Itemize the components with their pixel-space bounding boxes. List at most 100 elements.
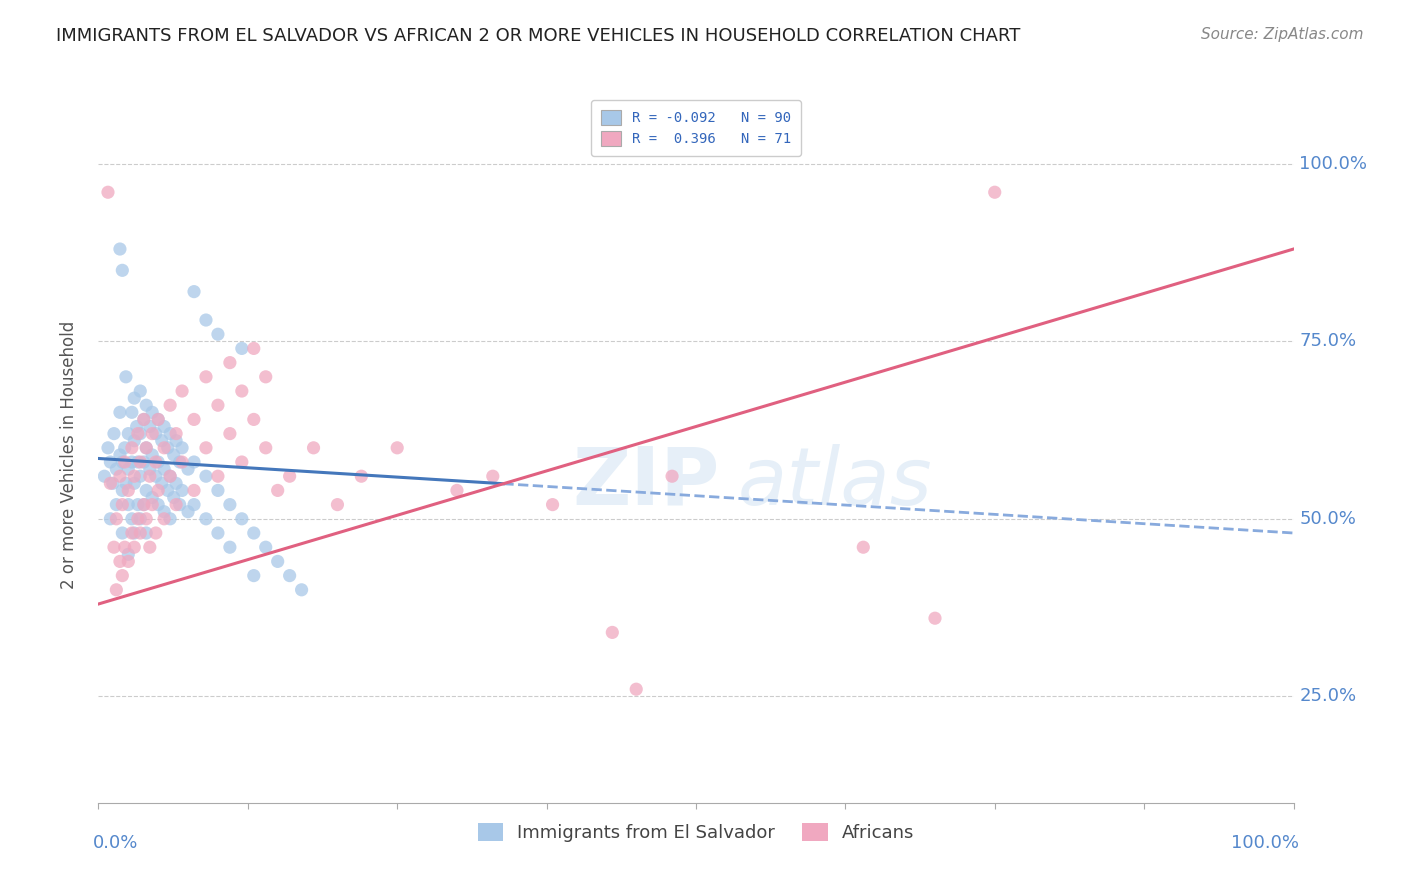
Point	[984, 186, 1007, 200]
Point	[153, 512, 176, 526]
Point	[135, 398, 157, 412]
Point	[139, 419, 162, 434]
Point	[254, 540, 277, 554]
Point	[117, 462, 139, 476]
Point	[111, 526, 134, 541]
Point	[148, 483, 170, 498]
Text: 100.0%: 100.0%	[1299, 155, 1368, 173]
Point	[97, 186, 120, 200]
Point	[254, 369, 277, 384]
Point	[177, 505, 200, 519]
Text: IMMIGRANTS FROM EL SALVADOR VS AFRICAN 2 OR MORE VEHICLES IN HOUSEHOLD CORRELATI: IMMIGRANTS FROM EL SALVADOR VS AFRICAN 2…	[56, 27, 1021, 45]
Point	[159, 469, 181, 483]
Point	[127, 426, 149, 441]
Point	[141, 405, 163, 419]
Point	[446, 483, 468, 498]
Point	[148, 498, 170, 512]
Point	[219, 356, 242, 370]
Point	[145, 469, 167, 483]
Point	[172, 483, 194, 498]
Point	[93, 469, 115, 483]
Point	[111, 483, 134, 498]
Point	[121, 512, 143, 526]
Point	[114, 455, 136, 469]
Point	[350, 469, 373, 483]
Point	[124, 526, 146, 541]
Point	[195, 369, 218, 384]
Point	[195, 441, 218, 455]
Point	[117, 483, 139, 498]
Point	[135, 512, 157, 526]
Point	[145, 526, 167, 541]
Point	[195, 469, 218, 483]
Point	[163, 491, 186, 505]
Point	[326, 498, 349, 512]
Point	[129, 384, 152, 398]
Point	[129, 526, 152, 541]
Point	[243, 568, 266, 582]
Point	[97, 441, 120, 455]
Point	[127, 455, 149, 469]
Point	[105, 462, 128, 476]
Point	[129, 512, 152, 526]
Point	[231, 512, 253, 526]
Point	[219, 498, 242, 512]
Point	[163, 448, 186, 462]
Point	[254, 441, 277, 455]
Point	[105, 512, 128, 526]
Y-axis label: 2 or more Vehicles in Household: 2 or more Vehicles in Household	[59, 321, 77, 589]
Text: 75.0%: 75.0%	[1299, 333, 1357, 351]
Point	[124, 540, 146, 554]
Point	[135, 441, 157, 455]
Point	[207, 483, 229, 498]
Point	[135, 441, 157, 455]
Point	[132, 498, 155, 512]
Point	[302, 441, 325, 455]
Point	[132, 412, 155, 426]
Point	[111, 568, 134, 582]
Point	[852, 540, 875, 554]
Point	[924, 611, 946, 625]
Point	[132, 455, 155, 469]
Point	[195, 313, 218, 327]
Point	[141, 448, 163, 462]
Point	[183, 455, 205, 469]
Point	[159, 398, 181, 412]
Point	[169, 455, 191, 469]
Point	[108, 242, 131, 256]
Point	[207, 327, 229, 342]
Point	[141, 498, 163, 512]
Point	[98, 455, 122, 469]
Point	[385, 441, 409, 455]
Text: 0.0%: 0.0%	[93, 834, 138, 852]
Point	[121, 526, 143, 541]
Point	[117, 426, 139, 441]
Point	[132, 498, 155, 512]
Point	[145, 426, 167, 441]
Point	[153, 462, 176, 476]
Point	[243, 526, 266, 541]
Point	[127, 498, 149, 512]
Point	[98, 476, 122, 491]
Point	[183, 483, 205, 498]
Point	[135, 526, 157, 541]
Point	[114, 540, 136, 554]
Point	[159, 512, 181, 526]
Point	[150, 434, 173, 448]
Point	[165, 476, 187, 491]
Point	[103, 426, 125, 441]
Point	[101, 476, 124, 491]
Point	[105, 582, 128, 597]
Point	[111, 455, 134, 469]
Point	[124, 434, 146, 448]
Point	[108, 469, 131, 483]
Point	[141, 491, 163, 505]
Legend: Immigrants from El Salvador, Africans: Immigrants from El Salvador, Africans	[471, 815, 921, 849]
Point	[183, 412, 205, 426]
Point	[111, 498, 134, 512]
Point	[153, 419, 176, 434]
Point	[129, 469, 152, 483]
Text: 100.0%: 100.0%	[1232, 834, 1299, 852]
Point	[169, 498, 191, 512]
Point	[121, 441, 143, 455]
